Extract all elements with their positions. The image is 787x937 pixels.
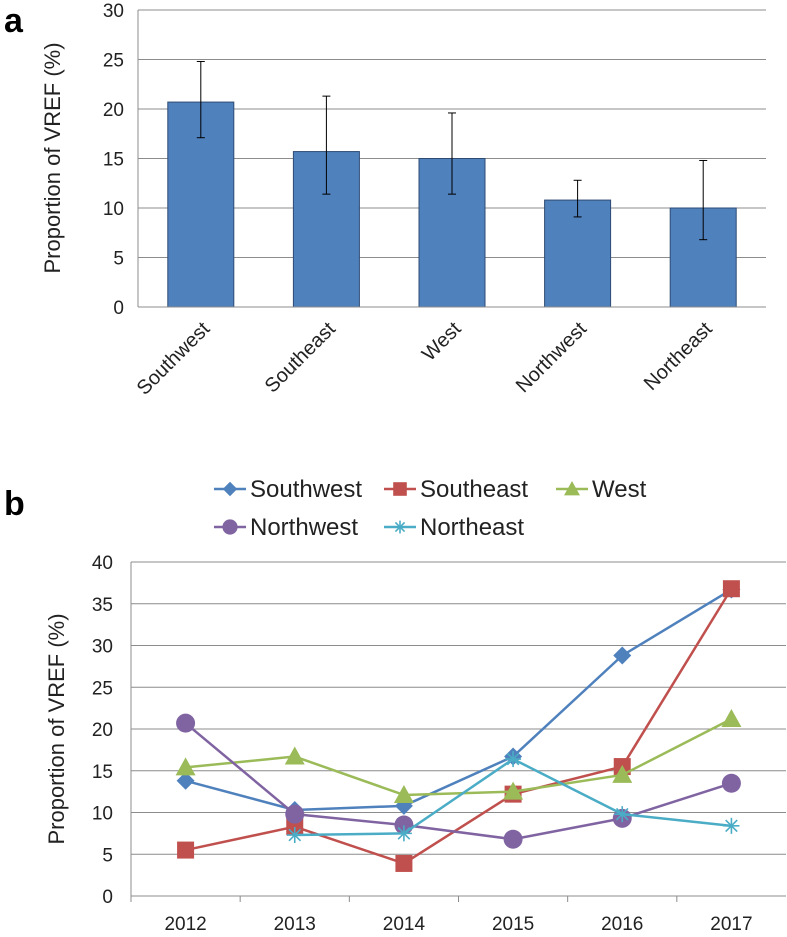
bar-chart-y-tick-label: 5 <box>113 249 124 270</box>
legend-marker-southeast <box>393 482 407 496</box>
data-point-northeast <box>723 817 740 834</box>
line-chart-y-tick-label: 10 <box>92 804 113 825</box>
data-point-northwest <box>176 713 196 733</box>
bar-chart-y-tick-label: 20 <box>103 100 124 121</box>
legend-marker-west <box>564 481 580 496</box>
line-chart-legend: Southwest Southeast West Northwest Northeast <box>214 476 647 541</box>
legend-item-northeast: Northeast <box>384 514 524 541</box>
series-southeast <box>177 580 740 872</box>
legend-label-northwest: Northwest <box>250 514 358 541</box>
legend-marker-northeast <box>393 520 407 534</box>
line-chart-series <box>175 580 742 872</box>
bar-chart-y-tick-label: 15 <box>103 150 124 171</box>
panel-label-b: b <box>4 485 25 523</box>
legend-item-northwest: Northwest <box>214 514 358 541</box>
data-point-southeast <box>722 580 740 598</box>
data-point-southwest <box>613 646 632 665</box>
series-northeast <box>286 751 740 844</box>
line-chart-y-axis-title: Proportion of VREF (%) <box>44 613 69 844</box>
asterisk-stroke <box>615 807 629 821</box>
category-label-southeast: Southeast <box>261 318 341 398</box>
line-chart-y-tick-label: 5 <box>102 845 113 866</box>
data-point-west <box>612 764 633 783</box>
line-chart-x-tick-label: 2017 <box>710 914 752 935</box>
data-point-northwest <box>285 804 305 824</box>
bar-chart-y-tick-label: 10 <box>103 199 124 220</box>
data-point-southeast <box>177 841 195 859</box>
data-point-west <box>721 708 742 727</box>
data-point-northwest <box>721 773 741 793</box>
asterisk-stroke <box>725 819 738 833</box>
data-point-southeast <box>395 854 413 872</box>
bar-chart-y-tick-labels: 0 5 10 15 20 25 30 <box>103 1 124 319</box>
legend-label-west: West <box>592 476 647 503</box>
bar-chart-y-tick-label: 0 <box>113 298 124 319</box>
legend-label-southeast: Southeast <box>420 476 528 503</box>
series-line-southeast <box>185 588 733 865</box>
data-point-west <box>175 757 196 776</box>
data-point-northeast <box>395 825 412 842</box>
line-chart-y-tick-labels: 0 5 10 15 20 25 30 35 40 <box>92 553 113 908</box>
line-chart-x-tick-label: 2012 <box>164 914 206 935</box>
asterisk-stroke <box>397 827 411 840</box>
data-point-west <box>503 781 524 800</box>
legend-label-northeast: Northeast <box>420 514 524 541</box>
bar-chart-panel-a: 0 5 10 15 20 25 30 Southwest Southeast West North… <box>40 1 766 400</box>
line-chart-gridlines <box>131 561 786 855</box>
data-point-northeast <box>614 806 631 823</box>
series-line-southwest <box>185 588 733 812</box>
line-chart-x-tick-label: 2014 <box>383 914 426 935</box>
line-chart-y-tick-label: 15 <box>92 762 113 783</box>
asterisk-stroke <box>394 521 406 533</box>
legend-marker-southwest <box>222 481 238 497</box>
line-chart-x-tick-labels: 2012 2013 2014 2015 2016 2017 <box>130 896 753 935</box>
legend-marker-northwest <box>222 519 238 535</box>
series-line-west <box>185 717 732 797</box>
legend-item-west: West <box>556 476 647 503</box>
data-point-southwest <box>176 771 195 790</box>
data-point-northeast <box>286 827 303 844</box>
line-chart-y-tick-label: 0 <box>102 887 113 908</box>
data-point-west <box>284 746 305 765</box>
line-chart-y-tick-label: 25 <box>92 678 113 699</box>
legend-item-southwest: Southwest <box>214 476 362 503</box>
bar-chart-y-tick-label: 30 <box>103 1 124 22</box>
category-label-northwest: Northwest <box>512 318 592 398</box>
bar-chart-error-bars <box>196 60 708 241</box>
series-line-northwest <box>184 722 732 841</box>
series-west <box>175 708 742 803</box>
data-point-northeast <box>505 751 522 768</box>
line-chart-y-tick-label: 35 <box>92 595 113 616</box>
line-chart-y-tick-label: 40 <box>92 553 113 574</box>
category-label-northeast: Northeast <box>640 318 717 395</box>
data-point-northwest <box>503 829 523 849</box>
bar-chart-y-tick-label: 25 <box>103 51 124 72</box>
bar-chart-category-labels: Southwest Southeast West Northwest Northeast <box>133 318 717 400</box>
line-chart-x-tick-label: 2016 <box>601 914 643 935</box>
line-chart-x-tick-label: 2015 <box>492 914 534 935</box>
asterisk-stroke <box>506 752 520 766</box>
category-label-southwest: Southwest <box>133 318 215 400</box>
series-southwest <box>176 580 741 819</box>
data-point-west <box>393 784 414 803</box>
bar-chart-y-axis-title: Proportion of VREF (%) <box>40 42 65 273</box>
panel-label-a: a <box>4 2 24 40</box>
line-chart-x-tick-label: 2013 <box>274 914 316 935</box>
asterisk-stroke <box>288 828 302 842</box>
legend-label-southwest: Southwest <box>250 476 362 503</box>
legend-item-southeast: Southeast <box>384 476 528 503</box>
line-chart-panel-b: Southwest Southeast West Northwest Northeast… <box>44 476 786 935</box>
line-chart-y-tick-label: 20 <box>92 720 113 741</box>
category-label-west: West <box>418 318 466 366</box>
line-chart-y-tick-label: 30 <box>92 637 113 658</box>
